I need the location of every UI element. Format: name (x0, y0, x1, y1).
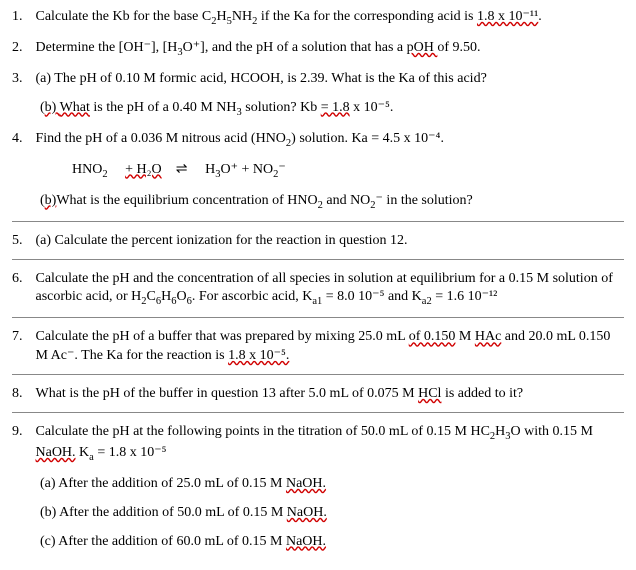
q4b-text-b: and NO (323, 193, 370, 208)
q9c-squig: NaOH. (286, 534, 326, 549)
q4-text-a: Find the pH of a 0.036 M nitrous acid (H… (36, 131, 286, 146)
q9c: (c) After the addition of 60.0 mL of 0.1… (40, 533, 624, 552)
q6-text-c: = 8.0 10⁻⁵ and K (322, 289, 422, 304)
q4b-text-c: ⁻ in the solution? (376, 193, 473, 208)
q8-text-a: What is the pH of the buffer in question… (36, 386, 419, 401)
q9a: (a) After the addition of 25.0 mL of 0.1… (40, 475, 624, 494)
q8-text-b: is added to it? (441, 386, 523, 401)
q4b-label: (b) (40, 193, 56, 208)
q9-m1: H (495, 424, 505, 439)
q6-text-d: = 1.6 10⁻¹² (432, 289, 498, 304)
q1-squiggle: 1.8 x 10⁻¹¹ (477, 9, 538, 24)
q8-number: 8. (12, 385, 32, 404)
q9-text-b: O with 0.15 M (511, 424, 593, 439)
q4-eq-r2b: ⁻ (278, 162, 285, 177)
q6-m3: O (176, 289, 186, 304)
q2-body: Determine the [OH⁻], [H3O⁺], and the pH … (36, 39, 616, 60)
q7-squig3: 1.8 x 10⁻⁵. (228, 348, 289, 363)
q3b-squig2: = 1.8 (321, 100, 350, 115)
question-6: 6. Calculate the pH and the concentratio… (12, 270, 624, 319)
q3b-label: (b) (40, 100, 60, 115)
q7-body: Calculate the pH of a buffer that was pr… (36, 328, 616, 366)
q3b-text-b: solution? Kb (242, 100, 321, 115)
q4-eq-l: HNO (72, 162, 102, 177)
q9-ka-val: = 1.8 x 10⁻⁵ (94, 445, 167, 460)
q9-number: 9. (12, 423, 32, 442)
q6-m1: C (146, 289, 155, 304)
equilibrium-arrow-icon (169, 161, 195, 180)
q9c-text: After the addition of 60.0 mL of 0.15 M (58, 534, 286, 549)
q7-squig2: HAc (475, 329, 501, 344)
q1-text-c: . (538, 9, 542, 24)
q5a-label: (a) (36, 233, 55, 248)
q9-body: Calculate the pH at the following points… (36, 423, 616, 465)
q3-body: (a) The pH of 0.10 M formic acid, HCOOH,… (36, 70, 616, 89)
q6-ka1: a1 (312, 296, 322, 307)
q9a-text: After the addition of 25.0 mL of 0.15 M (58, 476, 286, 491)
q9-ka-text: K (76, 445, 90, 460)
q2-number: 2. (12, 39, 32, 58)
question-1: 1. Calculate the Kb for the base C2H5NH2… (12, 8, 624, 29)
q4-body: Find the pH of a 0.036 M nitrous acid (H… (36, 130, 616, 151)
q3b: (b) What is the pH of a 0.40 M NH3 solut… (40, 99, 624, 120)
question-9: 9. Calculate the pH at the following poi… (12, 423, 624, 552)
q9a-label: (a) (40, 476, 58, 491)
q5-body: (a) Calculate the percent ionization for… (36, 232, 616, 251)
q4-eq-lsub: 2 (102, 169, 107, 180)
q7-text-b: M (455, 329, 474, 344)
q3b-label-squig: b) (45, 100, 60, 115)
q4-eq-r1: H (205, 162, 215, 177)
q9b-label: (b) (40, 505, 59, 520)
q8-body: What is the pH of the buffer in question… (36, 385, 616, 404)
q6-text-b: . For ascorbic acid, K (192, 289, 313, 304)
q6-number: 6. (12, 270, 32, 289)
question-5: 5. (a) Calculate the percent ionization … (12, 232, 624, 260)
q2-squiggle: pOH (407, 40, 438, 55)
q1-mid1: H (216, 9, 226, 24)
q4-equation: HNO2 + H₂O H3O⁺ + NO2⁻ (72, 161, 624, 182)
q2-text-c: of 9.50. (437, 40, 480, 55)
question-2: 2. Determine the [OH⁻], [H3O⁺], and the … (12, 39, 624, 60)
q5-number: 5. (12, 232, 32, 251)
q1-end: NH (232, 9, 252, 24)
q7-squig1: of 0.150 (409, 329, 456, 344)
q5-text: Calculate the percent ionization for the… (55, 233, 408, 248)
q4b: (b)What is the equilibrium concentration… (40, 192, 624, 213)
question-4: 4. Find the pH of a 0.036 M nitrous acid… (12, 130, 624, 222)
q3b-text-a: is the pH of a 0.40 M NH (90, 100, 237, 115)
q7-number: 7. (12, 328, 32, 347)
question-8: 8. What is the pH of the buffer in quest… (12, 385, 624, 413)
q3-number: 3. (12, 70, 32, 89)
q3b-squig: What (60, 100, 90, 115)
q4-number: 4. (12, 130, 32, 149)
q6-m2: H (161, 289, 171, 304)
q4-text-b: ) solution. Ka = 4.5 x 10⁻⁴. (291, 131, 444, 146)
q1-text-b: if the Ka for the corresponding acid is (257, 9, 477, 24)
q7-text-a: Calculate the pH of a buffer that was pr… (36, 329, 409, 344)
q4-eq-r1b: O⁺ + NO (220, 162, 273, 177)
q6-body: Calculate the pH and the concentration o… (36, 270, 616, 310)
q8-squig: HCl (418, 386, 441, 401)
q3a-label: (a) (36, 71, 55, 86)
q9b-squig: NaOH. (287, 505, 327, 520)
q3a-text: The pH of 0.10 M formic acid, HCOOH, is … (54, 71, 487, 86)
q2-text-b: O⁺], and the pH of a solution that has a (183, 40, 407, 55)
q4b-label-squig: b) (45, 193, 57, 208)
q2-text-a: Determine the [OH⁻], [H (36, 40, 178, 55)
q3b-text-c: x 10⁻⁵. (350, 100, 394, 115)
q1-text-a: Calculate the Kb for the base C (36, 9, 212, 24)
q9b-text: After the addition of 50.0 mL of 0.15 M (59, 505, 287, 520)
q1-body: Calculate the Kb for the base C2H5NH2 if… (36, 8, 616, 29)
q9b: (b) After the addition of 50.0 mL of 0.1… (40, 504, 624, 523)
q9c-label: (c) (40, 534, 58, 549)
q6-ka2: a2 (422, 296, 432, 307)
q1-number: 1. (12, 8, 32, 27)
q4-eq-mid: + H₂O (125, 162, 162, 177)
q9a-squig: NaOH. (286, 476, 326, 491)
question-7: 7. Calculate the pH of a buffer that was… (12, 328, 624, 375)
question-3: 3. (a) The pH of 0.10 M formic acid, HCO… (12, 70, 624, 120)
q4b-text-a: What is the equilibrium concentration of… (56, 193, 317, 208)
q9-text-a: Calculate the pH at the following points… (36, 424, 490, 439)
q9-squig-top: NaOH. (36, 445, 76, 460)
